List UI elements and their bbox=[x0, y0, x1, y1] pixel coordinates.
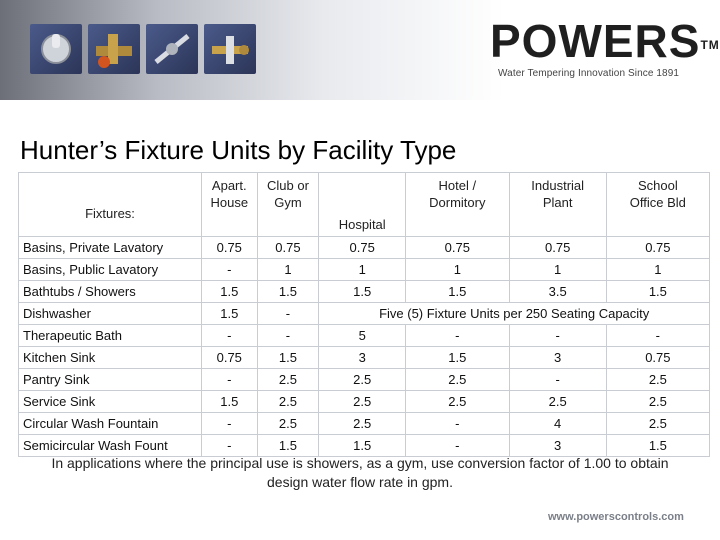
table-cell: - bbox=[605, 324, 711, 347]
tempering-valve-photo bbox=[88, 24, 140, 74]
column-header-hotel-dormitory: Hotel / Dormitory bbox=[405, 172, 510, 237]
fixture-name: Kitchen Sink bbox=[18, 346, 202, 369]
table-cell: 0.75 bbox=[256, 236, 320, 259]
table-cell: - bbox=[201, 412, 258, 435]
fixture-name: Pantry Sink bbox=[18, 368, 202, 391]
table-cell: 1.5 bbox=[201, 302, 258, 325]
table-cell: 1 bbox=[508, 258, 607, 281]
table-row: Circular Wash Fountain - 2.5 2.5 - 4 2.5 bbox=[18, 412, 711, 435]
table-cell: 1.5 bbox=[605, 280, 711, 303]
conversion-note: In applications where the principal use … bbox=[51, 455, 669, 490]
fixture-name: Basins, Private Lavatory bbox=[18, 236, 202, 259]
table-cell: 1.5 bbox=[605, 434, 711, 457]
column-header-school-office: School Office Bld bbox=[605, 172, 711, 237]
table-cell: 1.5 bbox=[256, 280, 320, 303]
table-cell: 0.75 bbox=[201, 236, 258, 259]
table-cell: - bbox=[256, 302, 320, 325]
table-cell: 3 bbox=[318, 346, 407, 369]
thermostatic-valve-photo bbox=[204, 24, 256, 74]
fixture-units-table: Fixtures: Apart. House Club or Gym Hospita… bbox=[18, 172, 711, 457]
table-row: Basins, Private Lavatory 0.75 0.75 0.75 … bbox=[18, 236, 711, 259]
fixture-name: Therapeutic Bath bbox=[18, 324, 202, 347]
table-cell: 2.5 bbox=[318, 368, 407, 391]
table-cell: 2.5 bbox=[605, 390, 711, 413]
column-header-club-gym: Club or Gym bbox=[256, 172, 320, 237]
fixture-name: Dishwasher bbox=[18, 302, 202, 325]
table-cell: 2.5 bbox=[508, 390, 607, 413]
table-cell: 2.5 bbox=[605, 368, 711, 391]
table-header-row: Fixtures: Apart. House Club or Gym Hospita… bbox=[18, 172, 711, 237]
table-row: Kitchen Sink 0.75 1.5 3 1.5 3 0.75 bbox=[18, 346, 711, 369]
table-cell: 1.5 bbox=[318, 434, 407, 457]
table-cell: 2.5 bbox=[318, 390, 407, 413]
table-row: Service Sink 1.5 2.5 2.5 2.5 2.5 2.5 bbox=[18, 390, 711, 413]
table-cell: 0.75 bbox=[605, 236, 711, 259]
table-cell: 3 bbox=[508, 346, 607, 369]
table-cell: 1 bbox=[256, 258, 320, 281]
table-cell: 0.75 bbox=[318, 236, 407, 259]
column-header-hospital: Hospital bbox=[318, 172, 407, 237]
table-cell: 2.5 bbox=[405, 368, 510, 391]
table-cell: 2.5 bbox=[318, 412, 407, 435]
table-cell: - bbox=[201, 324, 258, 347]
table-cell: 2.5 bbox=[405, 390, 510, 413]
table-row: Therapeutic Bath - - 5 - - - bbox=[18, 324, 711, 347]
page-title: Hunter’s Fixture Units by Facility Type bbox=[20, 135, 457, 165]
table-cell: 0.75 bbox=[508, 236, 607, 259]
table-cell: 1 bbox=[405, 258, 510, 281]
mixing-valve-photo bbox=[30, 24, 82, 74]
table-cell: - bbox=[201, 258, 258, 281]
table-cell: - bbox=[256, 324, 320, 347]
table-cell: 3.5 bbox=[508, 280, 607, 303]
column-header-fixtures: Fixtures: bbox=[18, 172, 202, 237]
table-cell: 2.5 bbox=[256, 390, 320, 413]
seating-capacity-note: Five (5) Fixture Units per 250 Seating C… bbox=[318, 302, 710, 325]
table-cell: 1 bbox=[318, 258, 407, 281]
table-cell: 0.75 bbox=[405, 236, 510, 259]
table-cell: - bbox=[508, 368, 607, 391]
trademark-mark: TM bbox=[700, 38, 720, 52]
table-row: Bathtubs / Showers 1.5 1.5 1.5 1.5 3.5 1… bbox=[18, 280, 711, 303]
column-header-apartment: Apart. House bbox=[201, 172, 258, 237]
table-cell: 2.5 bbox=[256, 368, 320, 391]
table-cell: 0.75 bbox=[605, 346, 711, 369]
shower-valve-photo bbox=[146, 24, 198, 74]
table-cell: 5 bbox=[318, 324, 407, 347]
footer-url[interactable]: www.powerscontrols.com bbox=[548, 511, 684, 523]
powers-logo: POWERSTM bbox=[490, 15, 720, 67]
product-photo-strip bbox=[30, 24, 256, 74]
table-cell: 1.5 bbox=[201, 280, 258, 303]
column-header-industrial-plant: Industrial Plant bbox=[508, 172, 607, 237]
table-cell: - bbox=[405, 324, 510, 347]
table-cell: 1.5 bbox=[256, 434, 320, 457]
table-cell: 3 bbox=[508, 434, 607, 457]
fixture-name: Circular Wash Fountain bbox=[18, 412, 202, 435]
table-cell: 1.5 bbox=[256, 346, 320, 369]
table-row: Pantry Sink - 2.5 2.5 2.5 - 2.5 bbox=[18, 368, 711, 391]
fixture-name: Service Sink bbox=[18, 390, 202, 413]
table-cell: 1.5 bbox=[201, 390, 258, 413]
table-cell: 1.5 bbox=[318, 280, 407, 303]
table-cell: 1 bbox=[605, 258, 711, 281]
header-banner: POWERSTM Water Tempering Innovation Sinc… bbox=[0, 0, 720, 100]
table-row: Basins, Public Lavatory - 1 1 1 1 1 bbox=[18, 258, 711, 281]
table-cell: 2.5 bbox=[256, 412, 320, 435]
fixture-name: Basins, Public Lavatory bbox=[18, 258, 202, 281]
table-cell: 1.5 bbox=[405, 280, 510, 303]
table-cell: 0.75 bbox=[201, 346, 258, 369]
table-cell: - bbox=[201, 368, 258, 391]
table-cell: - bbox=[405, 434, 510, 457]
table-cell: - bbox=[508, 324, 607, 347]
tagline: Water Tempering Innovation Since 1891 bbox=[498, 68, 680, 79]
table-row: Dishwasher 1.5 - Five (5) Fixture Units … bbox=[18, 302, 710, 325]
fixture-name: Bathtubs / Showers bbox=[18, 280, 202, 303]
table-cell: 2.5 bbox=[605, 412, 711, 435]
table-cell: 4 bbox=[508, 412, 607, 435]
table-cell: 1.5 bbox=[405, 346, 510, 369]
table-row: Semicircular Wash Fount - 1.5 1.5 - 3 1.… bbox=[18, 434, 711, 457]
table-cell: - bbox=[405, 412, 510, 435]
fixture-name: Semicircular Wash Fount bbox=[18, 434, 202, 457]
